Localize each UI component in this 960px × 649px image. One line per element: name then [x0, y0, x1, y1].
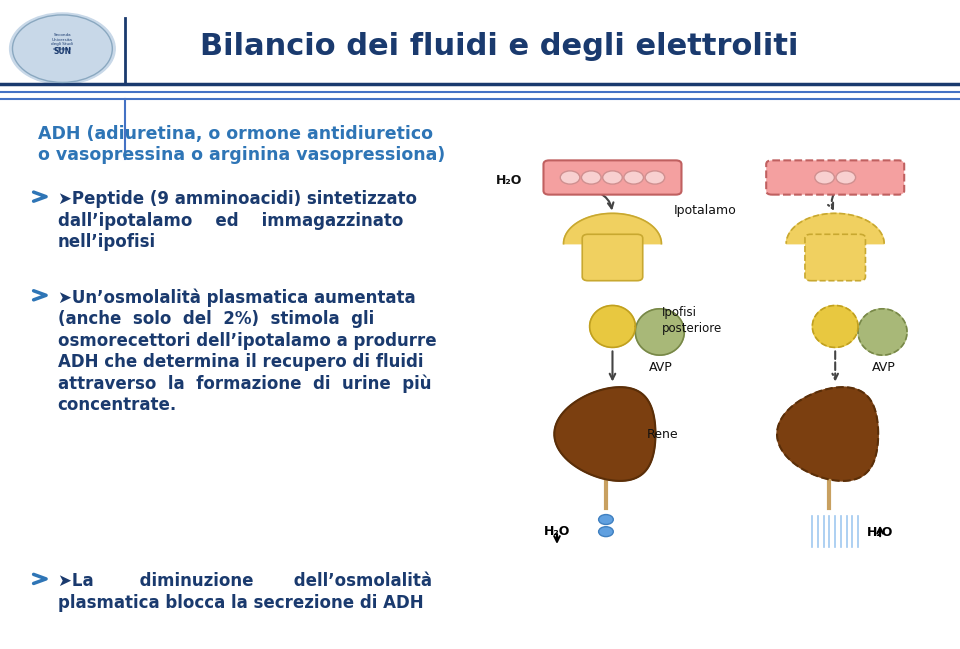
Text: (anche  solo  del  2%)  stimola  gli: (anche solo del 2%) stimola gli [58, 310, 373, 328]
Text: plasmatica blocca la secrezione di ADH: plasmatica blocca la secrezione di ADH [58, 594, 423, 612]
Polygon shape [589, 306, 636, 347]
Polygon shape [858, 309, 907, 355]
Text: H₂O: H₂O [543, 524, 570, 538]
Text: concentrate.: concentrate. [58, 396, 177, 414]
FancyBboxPatch shape [766, 160, 904, 195]
Text: dall’ipotalamo    ed    immagazzinato: dall’ipotalamo ed immagazzinato [58, 212, 403, 230]
Text: AVP: AVP [872, 361, 896, 374]
Text: Ipofisi
posteriore: Ipofisi posteriore [661, 306, 722, 336]
Text: osmorecettori dell’ipotalamo a produrre: osmorecettori dell’ipotalamo a produrre [58, 332, 436, 350]
Polygon shape [786, 214, 884, 244]
Text: SUN: SUN [54, 47, 71, 56]
FancyBboxPatch shape [804, 234, 866, 280]
Text: Ipotalamo: Ipotalamo [674, 204, 736, 217]
FancyBboxPatch shape [582, 234, 643, 280]
Polygon shape [554, 387, 656, 481]
Text: ADH che determina il recupero di fluidi: ADH che determina il recupero di fluidi [58, 353, 423, 371]
Text: H₂O: H₂O [496, 174, 522, 188]
Circle shape [645, 171, 664, 184]
Polygon shape [777, 387, 878, 481]
Text: AVP: AVP [649, 361, 673, 374]
Circle shape [582, 171, 601, 184]
Text: Rene: Rene [647, 428, 679, 441]
Polygon shape [812, 306, 858, 347]
Circle shape [561, 171, 580, 184]
Text: H₂O: H₂O [867, 526, 893, 539]
Text: ➤La        diminuzione       dell’osmolalità: ➤La diminuzione dell’osmolalità [58, 572, 432, 591]
Text: Seconda
Universita
degli Studi
di Napoli: Seconda Universita degli Studi di Napoli [52, 33, 73, 51]
Circle shape [624, 171, 643, 184]
Text: ADH (adiuretina, o ormone antidiuretico: ADH (adiuretina, o ormone antidiuretico [38, 125, 433, 143]
Text: ➤Un’osmolalità plasmatica aumentata: ➤Un’osmolalità plasmatica aumentata [58, 289, 416, 308]
Text: ➤Peptide (9 amminoacidi) sintetizzato: ➤Peptide (9 amminoacidi) sintetizzato [58, 190, 417, 208]
Polygon shape [564, 214, 661, 244]
Circle shape [599, 515, 613, 524]
Text: Bilancio dei fluidi e degli elettroliti: Bilancio dei fluidi e degli elettroliti [200, 32, 799, 61]
Circle shape [10, 13, 115, 84]
Circle shape [836, 171, 855, 184]
Text: attraverso  la  formazione  di  urine  più: attraverso la formazione di urine più [58, 374, 431, 393]
Polygon shape [636, 309, 684, 355]
Circle shape [603, 171, 622, 184]
FancyBboxPatch shape [543, 160, 682, 195]
Text: nell’ipofisi: nell’ipofisi [58, 233, 156, 251]
Circle shape [599, 527, 613, 537]
Circle shape [815, 171, 834, 184]
Text: o vasopressina o arginina vasopressiona): o vasopressina o arginina vasopressiona) [38, 146, 445, 164]
